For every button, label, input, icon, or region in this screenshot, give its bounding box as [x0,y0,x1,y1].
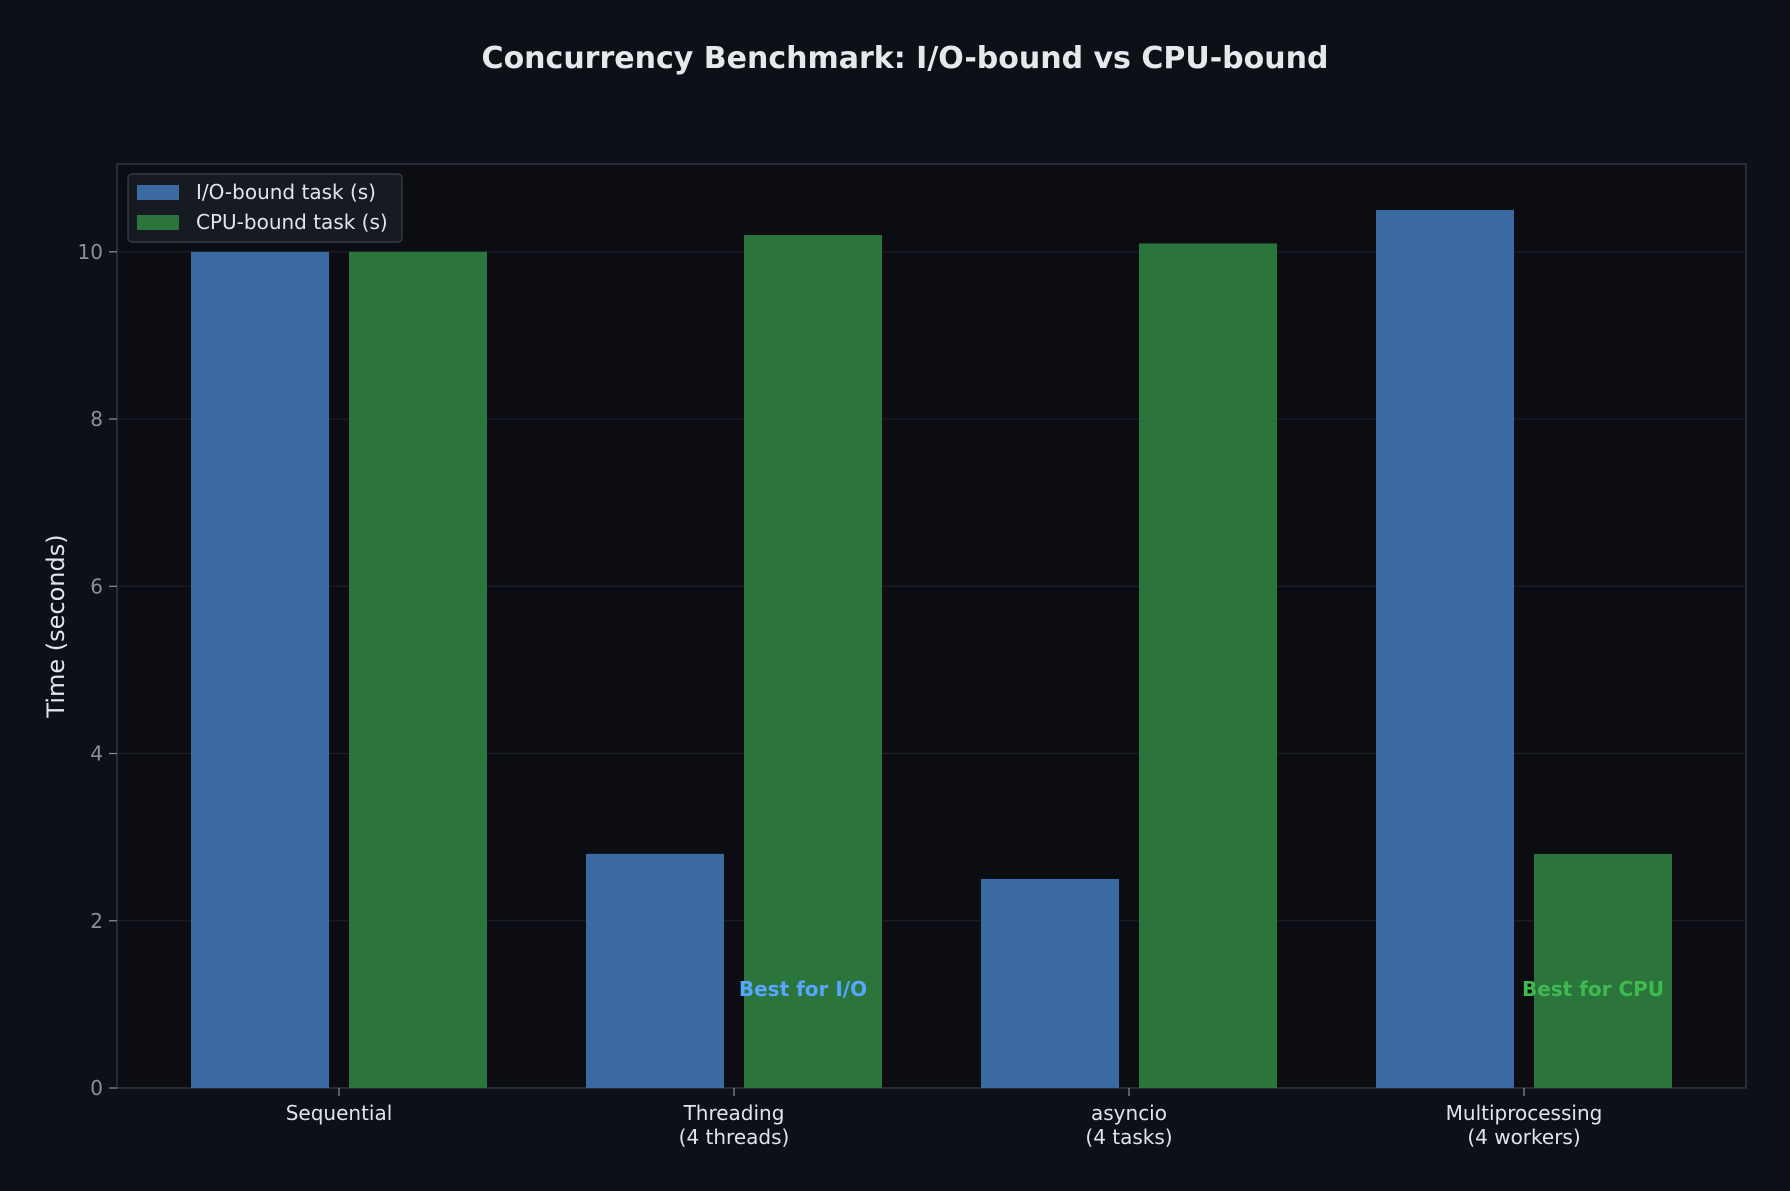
legend-label-0: I/O-bound task (s) [196,180,376,204]
y-tick-label-3: 6 [90,574,103,598]
bar-series0-cat1 [586,853,724,1088]
bar-series1-cat0 [349,251,487,1088]
annotation-1: Best for CPU [1522,977,1664,1001]
bar-series1-cat3 [1534,853,1672,1088]
y-tick-label-2: 4 [90,742,103,766]
legend-swatch-1 [137,215,179,230]
legend: I/O-bound task (s) CPU-bound task (s) [127,173,403,243]
x-tick-label-1: Threading (4 threads) [679,1101,790,1149]
y-axis-ticks: 0 2 4 6 8 10 [78,240,117,1100]
bar-series0-cat2 [981,878,1119,1088]
y-tick-label-1: 2 [90,909,103,933]
y-tick-label-5: 10 [78,240,103,264]
legend-label-1: CPU-bound task (s) [196,210,388,234]
x-tick-label-3: Multiprocessing (4 workers) [1446,1101,1603,1149]
annotation-0: Best for I/O [739,977,867,1001]
bar-series1-cat2 [1139,243,1277,1089]
y-tick-label-0: 0 [90,1076,103,1100]
bars [191,209,1672,1089]
x-tick-label-2: asyncio (4 tasks) [1085,1101,1172,1149]
bar-series1-cat1 [744,235,882,1089]
legend-box [127,173,403,243]
legend-swatch-0 [137,185,179,200]
y-axis-label: Time (seconds) [42,534,70,718]
annotations: Best for I/O Best for CPU [739,977,1664,1001]
bar-series0-cat0 [191,251,329,1088]
x-tick-label-0: Sequential [286,1101,393,1125]
bar-series0-cat3 [1376,209,1514,1088]
y-tick-label-4: 8 [90,407,103,431]
x-axis-ticks: Sequential Threading (4 threads) asyncio (4 … [286,1088,1603,1149]
chart-title: Concurrency Benchmark: I/O-bound vs CPU-… [482,41,1329,76]
